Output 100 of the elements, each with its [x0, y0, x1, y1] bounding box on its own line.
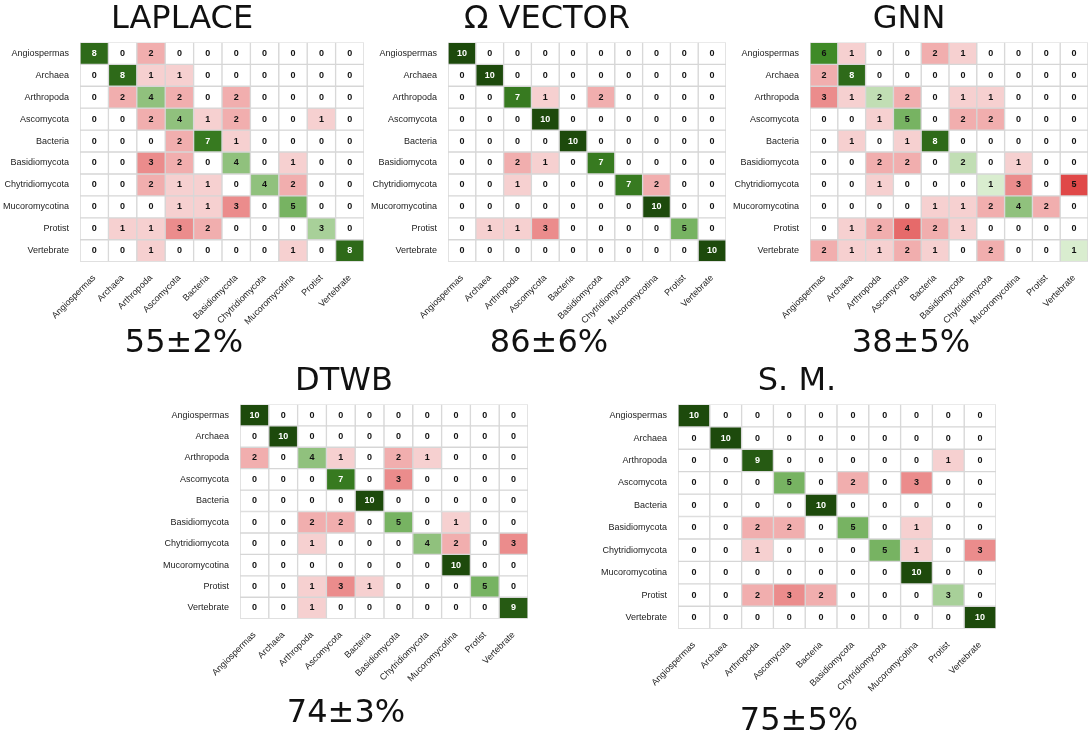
data-label: 0 — [395, 431, 401, 442]
data-label: 0 — [723, 589, 729, 600]
data-label: 0 — [367, 538, 373, 549]
data-label: 2 — [309, 516, 315, 527]
y-tick-label: Archaea — [195, 431, 230, 442]
data-label: 2 — [176, 91, 182, 102]
data-label: 2 — [290, 179, 296, 190]
data-label: 0 — [233, 47, 239, 58]
y-tick-label: Arthropoda — [754, 91, 800, 102]
data-label: 0 — [960, 135, 966, 146]
data-label: 0 — [120, 47, 126, 58]
data-label: 0 — [598, 179, 604, 190]
y-tick-label: Angiospermas — [171, 409, 230, 420]
data-label: 5 — [482, 581, 488, 592]
data-label: 0 — [367, 602, 373, 613]
data-label: 1 — [176, 201, 182, 212]
data-label: 0 — [709, 201, 715, 212]
data-label: 0 — [904, 69, 910, 80]
data-label: 0 — [453, 473, 459, 484]
data-label: 0 — [977, 589, 983, 600]
data-label: 0 — [251, 431, 257, 442]
y-tick-label: Bacteria — [35, 135, 70, 146]
data-label: 0 — [511, 516, 517, 527]
data-label: 0 — [882, 432, 888, 443]
data-label: 1 — [515, 179, 521, 190]
data-label: 0 — [877, 69, 883, 80]
data-label: 0 — [262, 245, 268, 256]
y-tick-label: Mucoromycotina — [2, 201, 70, 212]
y-tick-label: Chytridiomycota — [372, 179, 438, 190]
data-label: 0 — [932, 113, 938, 124]
data-label: 1 — [849, 47, 855, 58]
data-label: 0 — [755, 410, 761, 421]
data-label: 2 — [598, 91, 604, 102]
data-label: 0 — [309, 559, 315, 570]
data-label: 8 — [120, 69, 126, 80]
data-label: 0 — [338, 559, 344, 570]
y-tick-label: Basidiomycota — [170, 516, 230, 527]
data-label: 0 — [91, 245, 97, 256]
data-label: 0 — [262, 47, 268, 58]
data-label: 0 — [723, 522, 729, 533]
data-label: 0 — [681, 47, 687, 58]
data-label: 0 — [818, 544, 824, 555]
data-label: 2 — [148, 47, 154, 58]
y-tick-label: Protist — [43, 223, 70, 234]
data-label: 0 — [755, 432, 761, 443]
data-label: 0 — [1016, 245, 1022, 256]
data-label: 3 — [511, 538, 517, 549]
data-label: 0 — [821, 201, 827, 212]
data-label: 1 — [988, 91, 994, 102]
data-label: 0 — [395, 602, 401, 613]
data-label: 2 — [453, 538, 459, 549]
data-label: 0 — [542, 179, 548, 190]
data-label: 0 — [515, 47, 521, 58]
data-label: 0 — [515, 135, 521, 146]
data-label: 0 — [280, 559, 286, 570]
data-label: 1 — [932, 201, 938, 212]
data-label: 0 — [1016, 47, 1022, 58]
data-label: 0 — [233, 245, 239, 256]
data-label: 0 — [691, 454, 697, 465]
data-label: 0 — [654, 47, 660, 58]
data-label: 0 — [598, 47, 604, 58]
data-label: 5 — [850, 522, 856, 533]
data-label: 0 — [511, 581, 517, 592]
data-label: 0 — [945, 544, 951, 555]
chart-title: GNN — [872, 0, 946, 36]
data-label: 1 — [849, 245, 855, 256]
y-tick-label: Archaea — [403, 69, 438, 80]
data-label: 0 — [960, 245, 966, 256]
data-label: 4 — [904, 223, 910, 234]
data-label: 0 — [120, 157, 126, 168]
text: 86±6% — [488, 322, 609, 360]
data-label: 0 — [367, 516, 373, 527]
data-label: 0 — [1043, 69, 1049, 80]
data-label: 0 — [598, 113, 604, 124]
y-tick-label: Vertebrate — [187, 602, 230, 613]
data-label: 2 — [960, 157, 966, 168]
data-label: 0 — [338, 538, 344, 549]
data-label: 0 — [367, 452, 373, 463]
data-label: 1 — [148, 69, 154, 80]
data-label: 1 — [849, 135, 855, 146]
data-label: 7 — [338, 473, 344, 484]
y-tick-label: Arthropoda — [392, 91, 438, 102]
data-label: 5 — [882, 544, 888, 555]
data-label: 4 — [262, 179, 268, 190]
data-label: 0 — [453, 602, 459, 613]
data-label: 0 — [487, 47, 493, 58]
data-label: 0 — [338, 431, 344, 442]
y-tick-label: Ascomycota — [19, 113, 70, 124]
data-label: 0 — [570, 157, 576, 168]
data-label: 0 — [818, 611, 824, 622]
data-label: 0 — [570, 179, 576, 190]
data-label: 2 — [988, 201, 994, 212]
data-label: 6 — [821, 47, 827, 58]
data-label: 0 — [626, 135, 632, 146]
data-label: 0 — [205, 47, 211, 58]
data-label: 10 — [651, 201, 662, 212]
data-label: 0 — [424, 602, 430, 613]
y-tick-label: Mucoromycotina — [162, 559, 230, 570]
data-label: 0 — [755, 567, 761, 578]
data-label: 0 — [570, 113, 576, 124]
